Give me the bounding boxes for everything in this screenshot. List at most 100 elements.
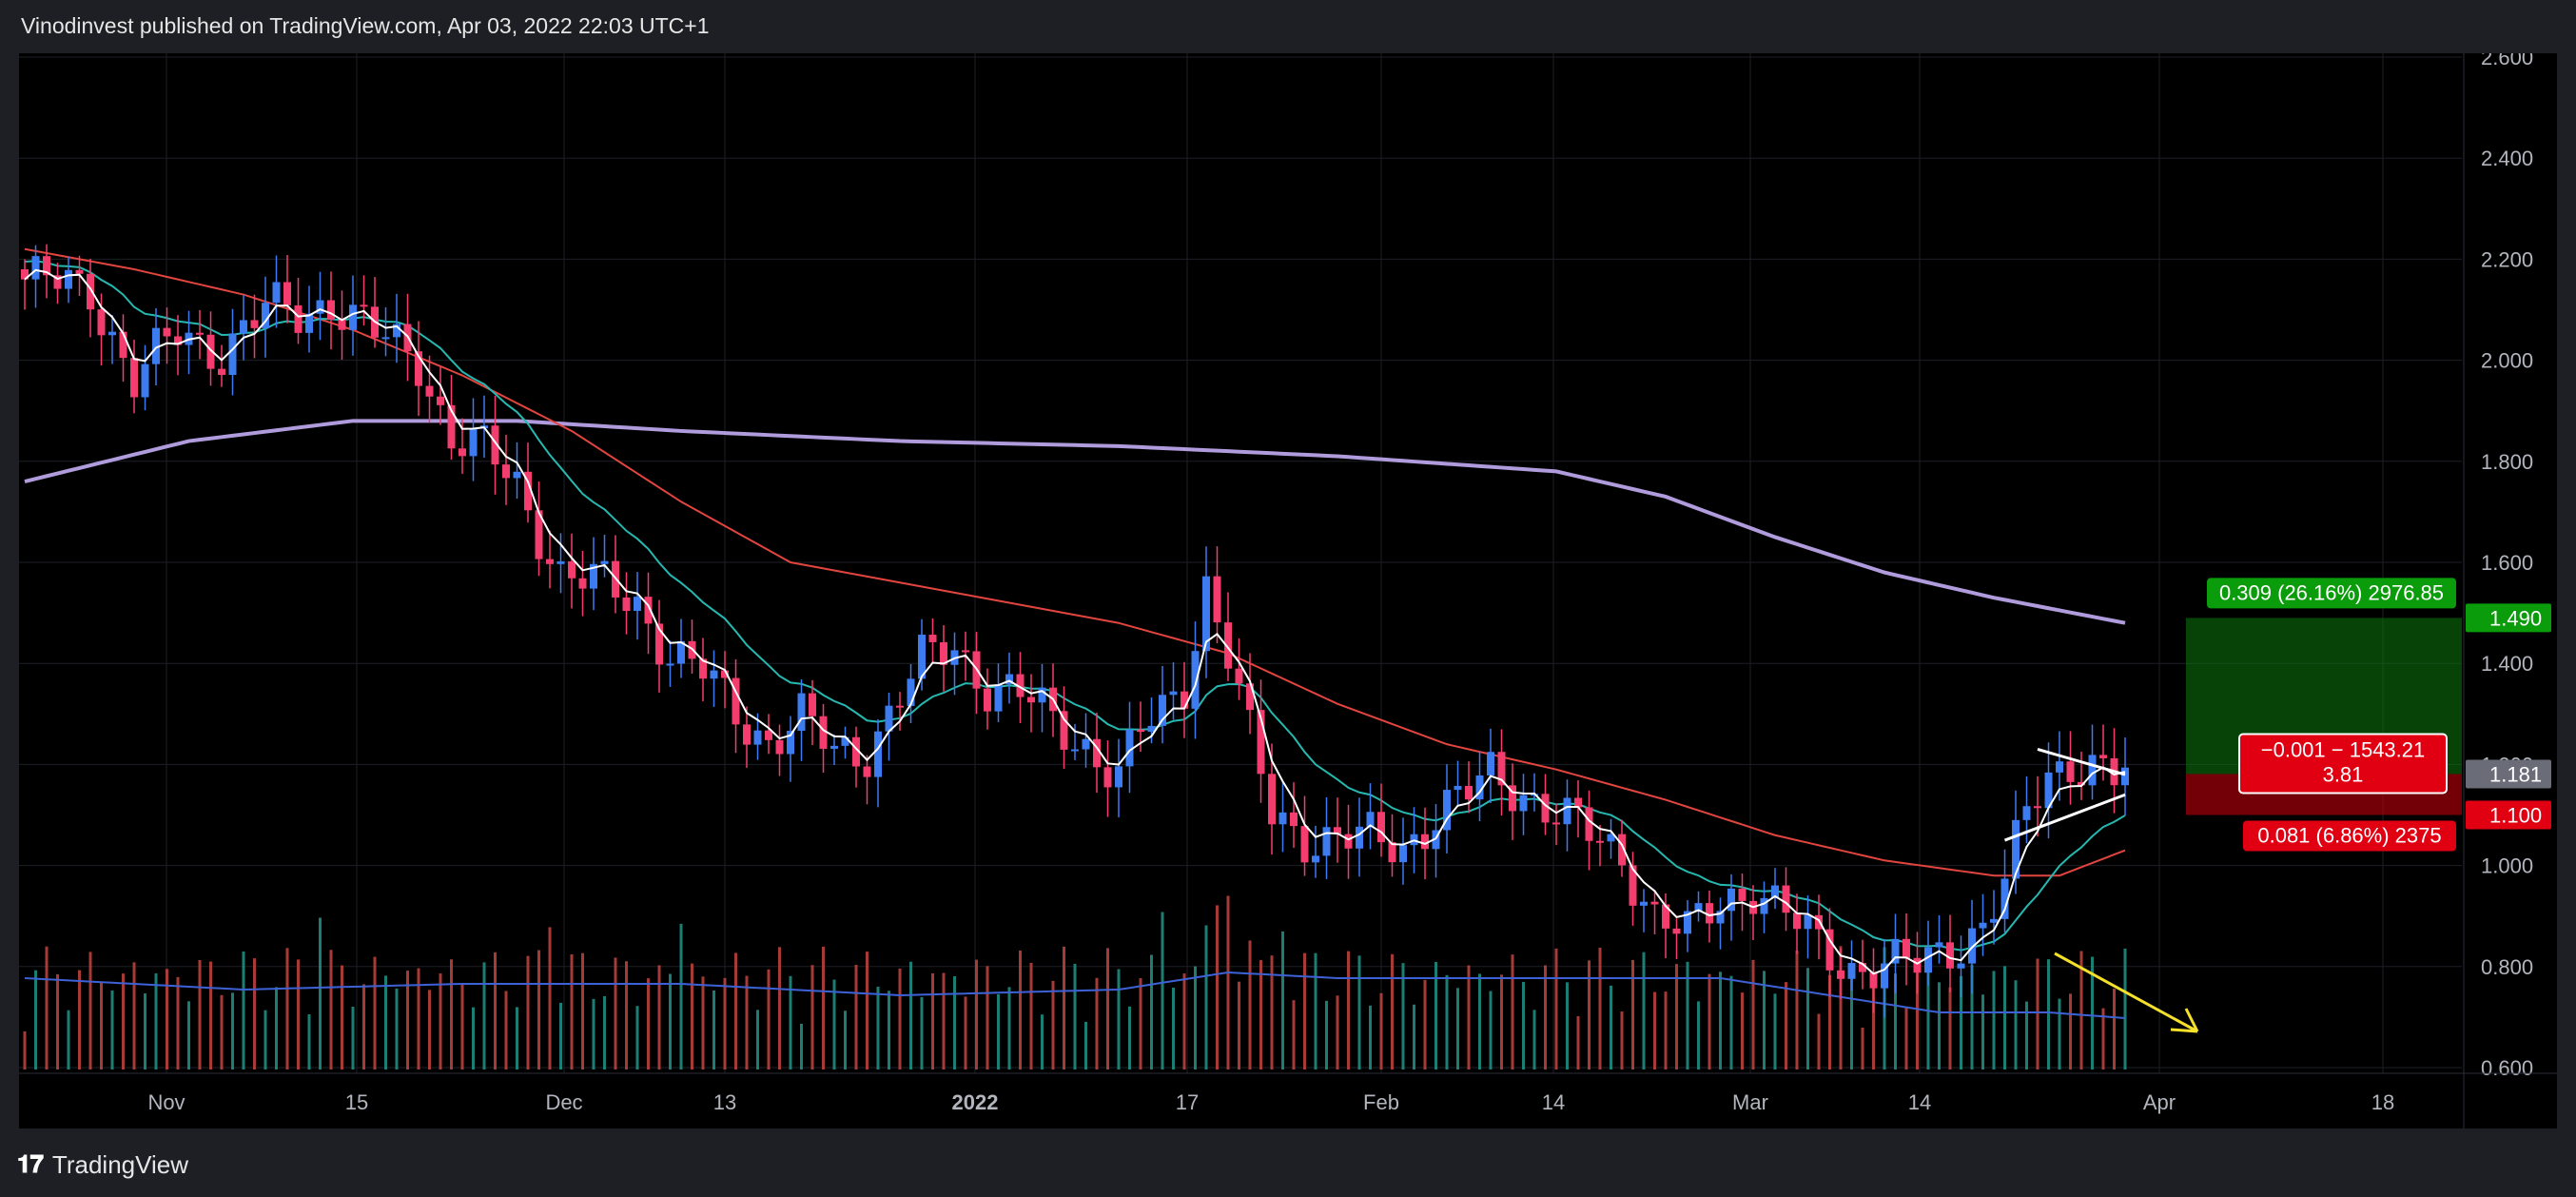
volume-bar <box>603 995 606 1069</box>
volume-bar <box>67 1010 70 1069</box>
target-info-box[interactable] <box>2207 578 2456 609</box>
candle-body <box>491 425 499 465</box>
candle-body <box>2022 806 2031 820</box>
volume-bar <box>1434 962 1437 1069</box>
candle-body <box>1366 812 1375 827</box>
candle-body <box>2078 781 2085 786</box>
x-tick-label: Feb <box>1363 1090 1399 1114</box>
candle-body <box>316 300 324 314</box>
candle-body <box>250 320 259 328</box>
volume-bar <box>1106 948 1109 1069</box>
volume-bar <box>154 972 158 1069</box>
volume-bar <box>1576 1015 1580 1069</box>
candle-body <box>2056 761 2063 773</box>
volume-bar <box>625 961 628 1069</box>
target-price-label: 1.490 <box>2489 606 2542 630</box>
volume-bar <box>756 1010 759 1069</box>
candle-body <box>1650 901 1659 905</box>
volume-bar <box>220 994 224 1069</box>
candle-body <box>2034 806 2041 809</box>
volume-bar <box>198 960 202 1069</box>
volume-bar <box>2101 1008 2105 1069</box>
volume-bar <box>942 972 946 1069</box>
candle-body <box>1640 901 1648 906</box>
candle-body <box>1903 938 1910 958</box>
candle-body <box>163 327 171 337</box>
candle-body <box>677 640 685 664</box>
candle-body <box>732 677 740 725</box>
volume-bar <box>1785 982 1787 1069</box>
volume-bar <box>953 975 956 1069</box>
volume-bar <box>876 986 880 1069</box>
volume-bar <box>1773 993 1777 1069</box>
candle-body <box>1782 885 1790 913</box>
chart-svg[interactable]: 2.6002.4002.2002.0001.8001.6001.4001.200… <box>19 53 2557 1128</box>
candle-body <box>524 471 532 511</box>
candle-body <box>87 273 94 310</box>
candle-body <box>830 745 838 749</box>
candle-body <box>1312 855 1319 863</box>
x-tick-label: Nov <box>147 1090 185 1114</box>
candle-body <box>809 693 816 716</box>
candle-body <box>1475 775 1484 800</box>
candle-body <box>1574 797 1582 808</box>
candle-body <box>1125 729 1134 767</box>
candle-body <box>469 428 478 457</box>
brand-label: TradingView <box>51 1149 188 1179</box>
volume-bar <box>2123 948 2127 1069</box>
volume-bar <box>1872 971 1875 1069</box>
candle-body <box>1246 683 1254 711</box>
candle-body <box>568 560 576 579</box>
volume-bar <box>810 965 814 1069</box>
stop-info-box[interactable] <box>2243 820 2456 852</box>
trendline-upper[interactable] <box>2037 748 2126 776</box>
trendline-lower[interactable] <box>2003 793 2126 842</box>
volume-bar <box>1029 962 1033 1069</box>
published-caption: Vinodinvest published on TradingView.com… <box>21 13 710 38</box>
current-info-box[interactable] <box>2238 733 2448 795</box>
volume-bar <box>100 982 103 1069</box>
candle-body <box>710 670 718 679</box>
candle-body <box>1454 785 1462 791</box>
volume-bar <box>614 957 617 1069</box>
volume-bar <box>166 969 168 1069</box>
volume-bar <box>1238 981 1240 1069</box>
volume-bar <box>832 979 836 1069</box>
volume-bar <box>516 1007 518 1069</box>
volume-bar <box>986 966 989 1069</box>
candle-body <box>852 736 860 767</box>
volume-bar <box>341 965 343 1069</box>
y-tick-label: 2.400 <box>2481 147 2533 170</box>
volume-bar <box>1379 992 1383 1069</box>
volume-bar <box>1478 973 1481 1069</box>
candle-body <box>863 766 871 777</box>
stop-price-label-bg <box>2466 800 2551 830</box>
volume-bar <box>1729 975 1733 1069</box>
chart-area[interactable]: 2.6002.4002.2002.0001.8001.6001.4001.200… <box>19 53 2557 1128</box>
volume-bar <box>1981 994 1984 1069</box>
candle-body <box>622 597 631 612</box>
price-axis[interactable] <box>2464 53 2557 1128</box>
volume-bar <box>581 952 584 1069</box>
volume-bar <box>1686 961 1689 1069</box>
tradingview-brand[interactable]: 𝟏𝟕 TradingView <box>17 1149 188 1180</box>
ma-long-line <box>24 419 2126 625</box>
volume-bar <box>1489 991 1493 1069</box>
candle-body <box>600 560 609 564</box>
candle-body <box>1465 785 1473 800</box>
candle-body <box>2000 878 2009 919</box>
volume-bar <box>1904 1006 1908 1069</box>
candle-body <box>885 705 893 732</box>
stop-info-label: 0.081 (6.86%) 2375 <box>2257 824 2441 848</box>
y-tick-label: 2.200 <box>2481 247 2533 271</box>
volume-bar <box>1369 1005 1372 1069</box>
divergence-arrow[interactable] <box>2054 952 2198 1033</box>
x-tick-label: 14 <box>1908 1090 1931 1114</box>
volume-bar <box>1708 973 1711 1069</box>
candle-body <box>1672 928 1681 934</box>
volume-bar <box>997 993 1000 1069</box>
candle-body <box>1137 729 1144 733</box>
candle-body <box>1093 738 1101 768</box>
candle-body <box>1760 897 1768 914</box>
candle-body <box>1432 830 1440 850</box>
